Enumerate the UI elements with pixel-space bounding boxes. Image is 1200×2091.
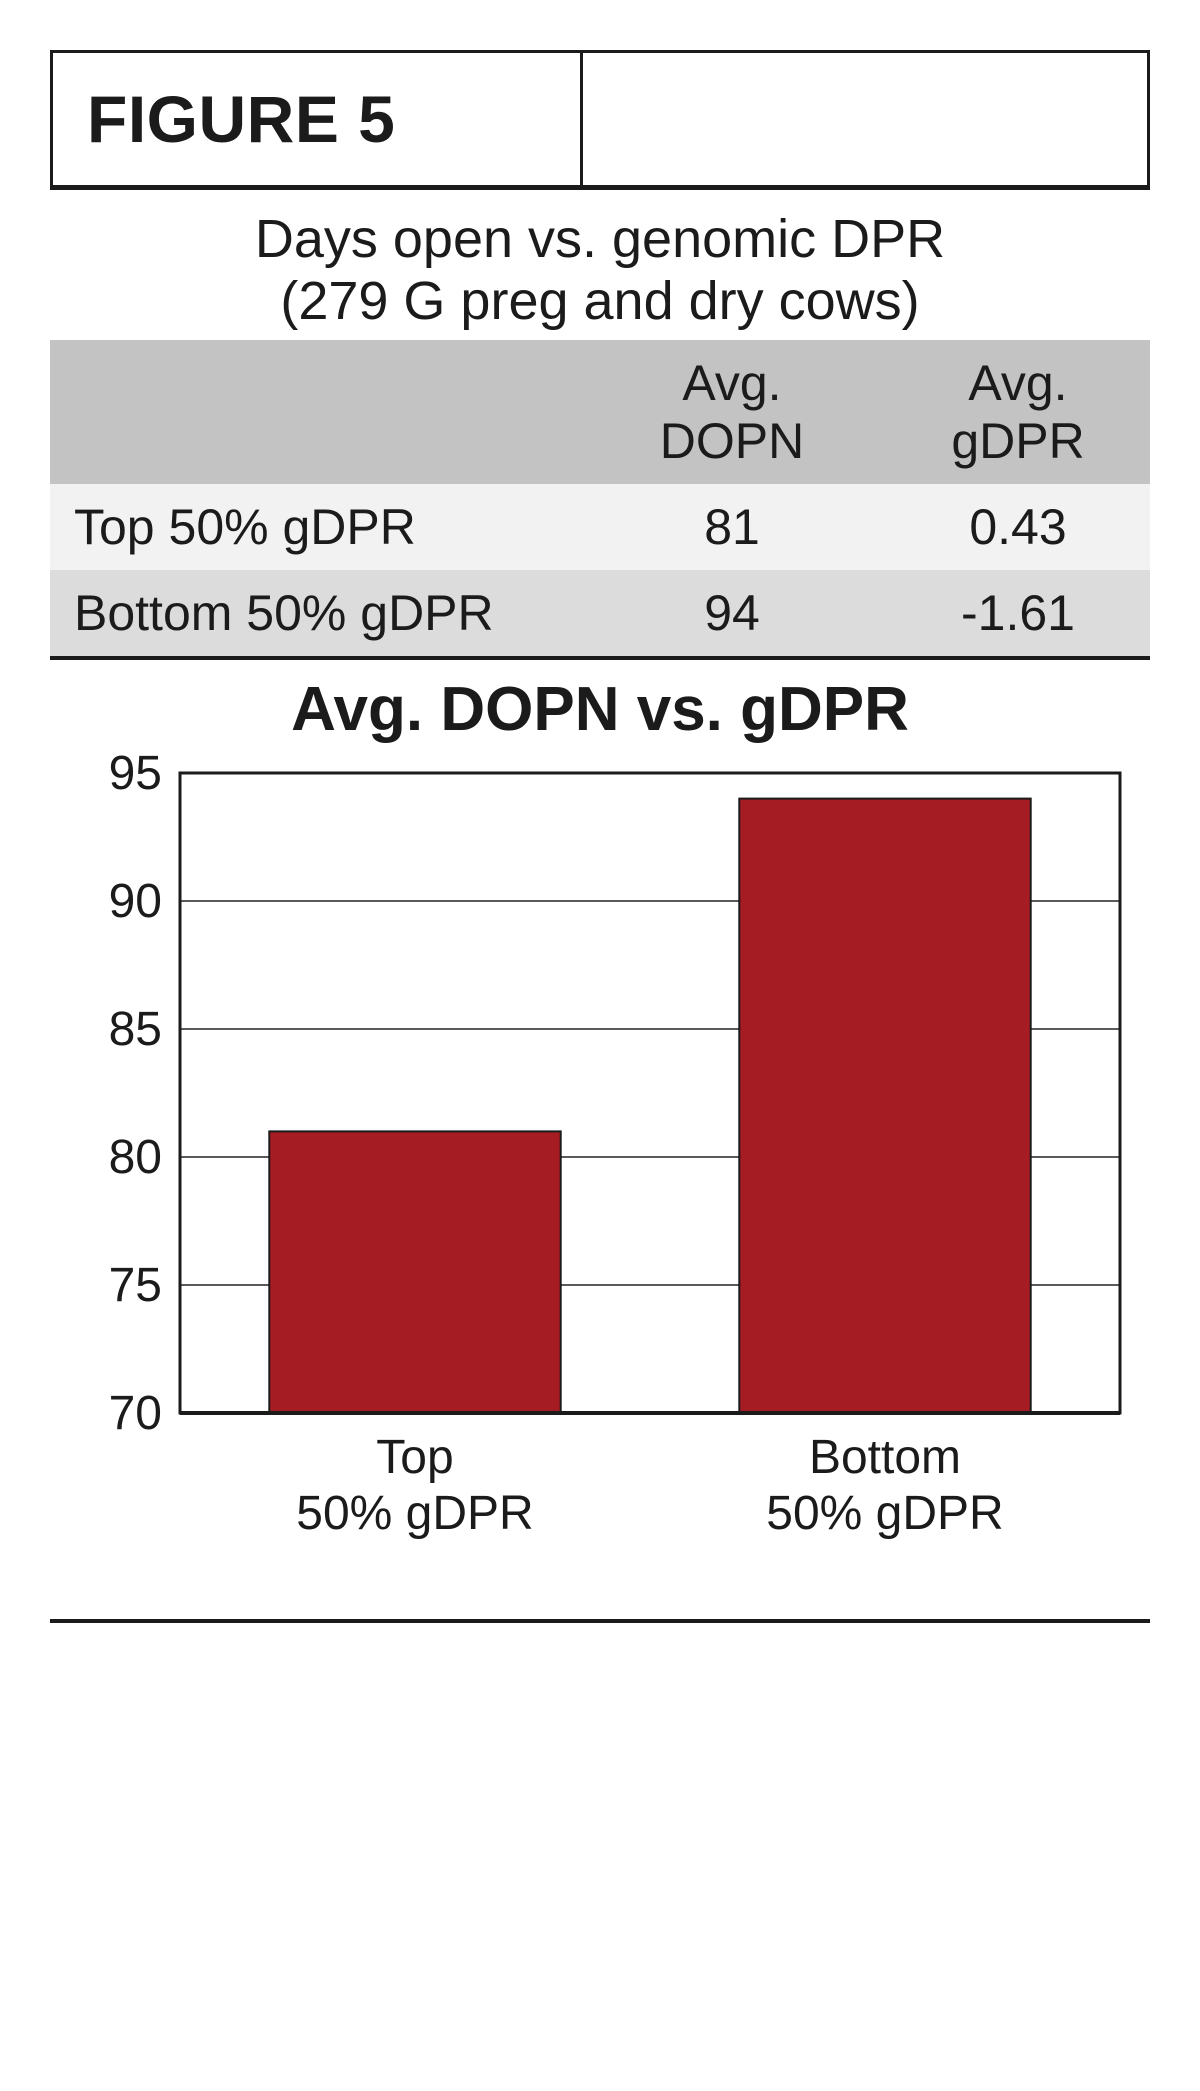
table-cell: -1.61 [886,570,1150,658]
x-tick-label: 50% gDPR [296,1487,533,1540]
figure-frame: FIGURE 5 [50,50,1150,188]
y-tick-label: 75 [109,1259,162,1312]
y-tick-label: 95 [109,753,162,800]
y-tick-label: 80 [109,1131,162,1184]
chart-title: Avg. DOPN vs. gDPR [50,674,1150,745]
bar [269,1132,560,1414]
bar-chart: 707580859095Top50% gDPRBottom50% gDPR [60,753,1140,1593]
table-cell: 81 [578,484,886,570]
table-cell: 94 [578,570,886,658]
table-cell: Bottom 50% gDPR [50,570,578,658]
column-header: Avg.gDPR [886,340,1150,484]
column-header: Avg.DOPN [578,340,886,484]
x-tick-label: Bottom [809,1431,961,1484]
figure-title-text: FIGURE 5 [87,82,395,156]
figure-subtitle-line1: Days open vs. genomic DPR [60,208,1140,270]
x-tick-label: 50% gDPR [766,1487,1003,1540]
bar [739,799,1030,1413]
table-cell: Top 50% gDPR [50,484,578,570]
y-tick-label: 70 [109,1387,162,1440]
y-tick-label: 85 [109,1003,162,1056]
x-tick-label: Top [376,1431,453,1484]
table-row: Bottom 50% gDPR94-1.61 [50,570,1150,658]
table-header-row: Avg.DOPNAvg.gDPR [50,340,1150,484]
figure-page: FIGURE 5 Days open vs. genomic DPR (279 … [0,0,1200,1663]
column-header [50,340,578,484]
data-table: Avg.DOPNAvg.gDPR Top 50% gDPR810.43Botto… [50,340,1150,660]
figure-subtitle: Days open vs. genomic DPR (279 G preg an… [50,188,1150,340]
table-row: Top 50% gDPR810.43 [50,484,1150,570]
figure-subtitle-line2: (279 G preg and dry cows) [60,270,1140,332]
y-tick-label: 90 [109,875,162,928]
figure-title-cell: FIGURE 5 [53,53,583,185]
table-cell: 0.43 [886,484,1150,570]
bottom-rule [50,1619,1150,1623]
